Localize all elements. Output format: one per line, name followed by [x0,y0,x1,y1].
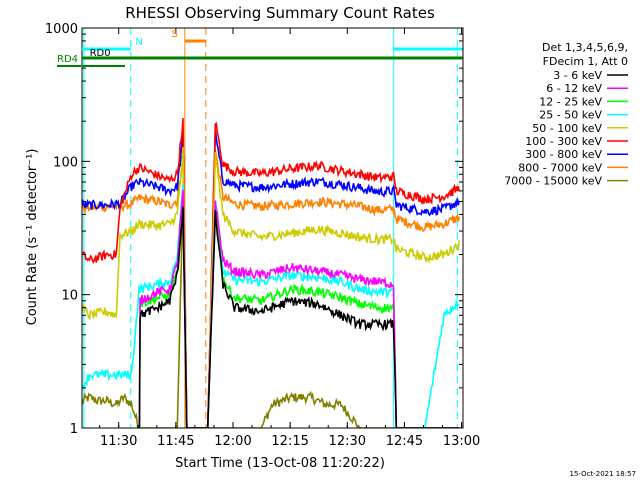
y-axis-label: Count Rate (s⁻¹ detector⁻¹) [25,149,40,326]
x-axis-label: Start Time (13-Oct-08 11:20:22) [175,456,385,471]
legend-label: 25 - 50 keV [539,109,602,122]
legend-header-line-1: Det 1,3,4,5,6,9, [542,41,628,54]
series-line-8 [82,192,460,428]
series-lines [82,118,460,428]
y-tick-label: 100 [53,155,78,170]
flag-bars: N S RD0 [57,29,463,67]
legend-label: 12 - 25 keV [539,95,602,108]
series-line-7 [82,149,460,428]
x-tick-label: 12:15 [271,434,308,449]
y-tick-label: 1 [70,422,78,437]
x-tick-label: 12:30 [329,434,366,449]
legend-label: 300 - 800 keV [525,148,602,161]
series-line-5 [82,118,460,428]
x-axis: 11:30 11:45 12:00 12:15 12:30 12:45 13:00 [99,28,480,449]
series-line-1 [138,189,460,428]
flag-label-n: N [135,37,142,48]
legend-header-line-2: FDecim 1, Att 0 [543,55,628,68]
x-tick-label: 12:45 [386,434,423,449]
y-axis: 1 10 100 1000 [45,22,463,437]
flag-label-rd0: RD0 [90,48,111,59]
legend-label: 100 - 300 keV [525,135,602,148]
series-line-0 [138,206,460,428]
legend-label: 50 - 100 keV [532,122,602,135]
legend-label: 6 - 12 keV [546,82,602,95]
x-tick-label: 11:30 [100,434,137,449]
series-line-6 [82,130,460,428]
series-line-4 [82,147,460,428]
y-tick-label: 1000 [45,22,78,37]
y-tick-label: 10 [61,289,78,304]
x-tick-label: 13:00 [443,434,480,449]
x-tick-label: 12:00 [214,434,251,449]
series-line-2 [138,192,460,428]
legend-label: 3 - 6 keV [553,69,602,82]
rd4-label: RD4 [57,54,78,65]
chart-title: RHESSI Observing Summary Count Rates [125,4,435,22]
series-line-3 [82,184,460,428]
plot-frame [81,27,464,429]
flag-label-s: S [172,29,178,40]
x-tick-label: 11:45 [157,434,194,449]
footer-timestamp: 15-Oct-2021 18:57 [570,470,636,478]
legend-label: 800 - 7000 keV [518,161,602,174]
legend-label: 7000 - 15000 keV [504,175,602,188]
